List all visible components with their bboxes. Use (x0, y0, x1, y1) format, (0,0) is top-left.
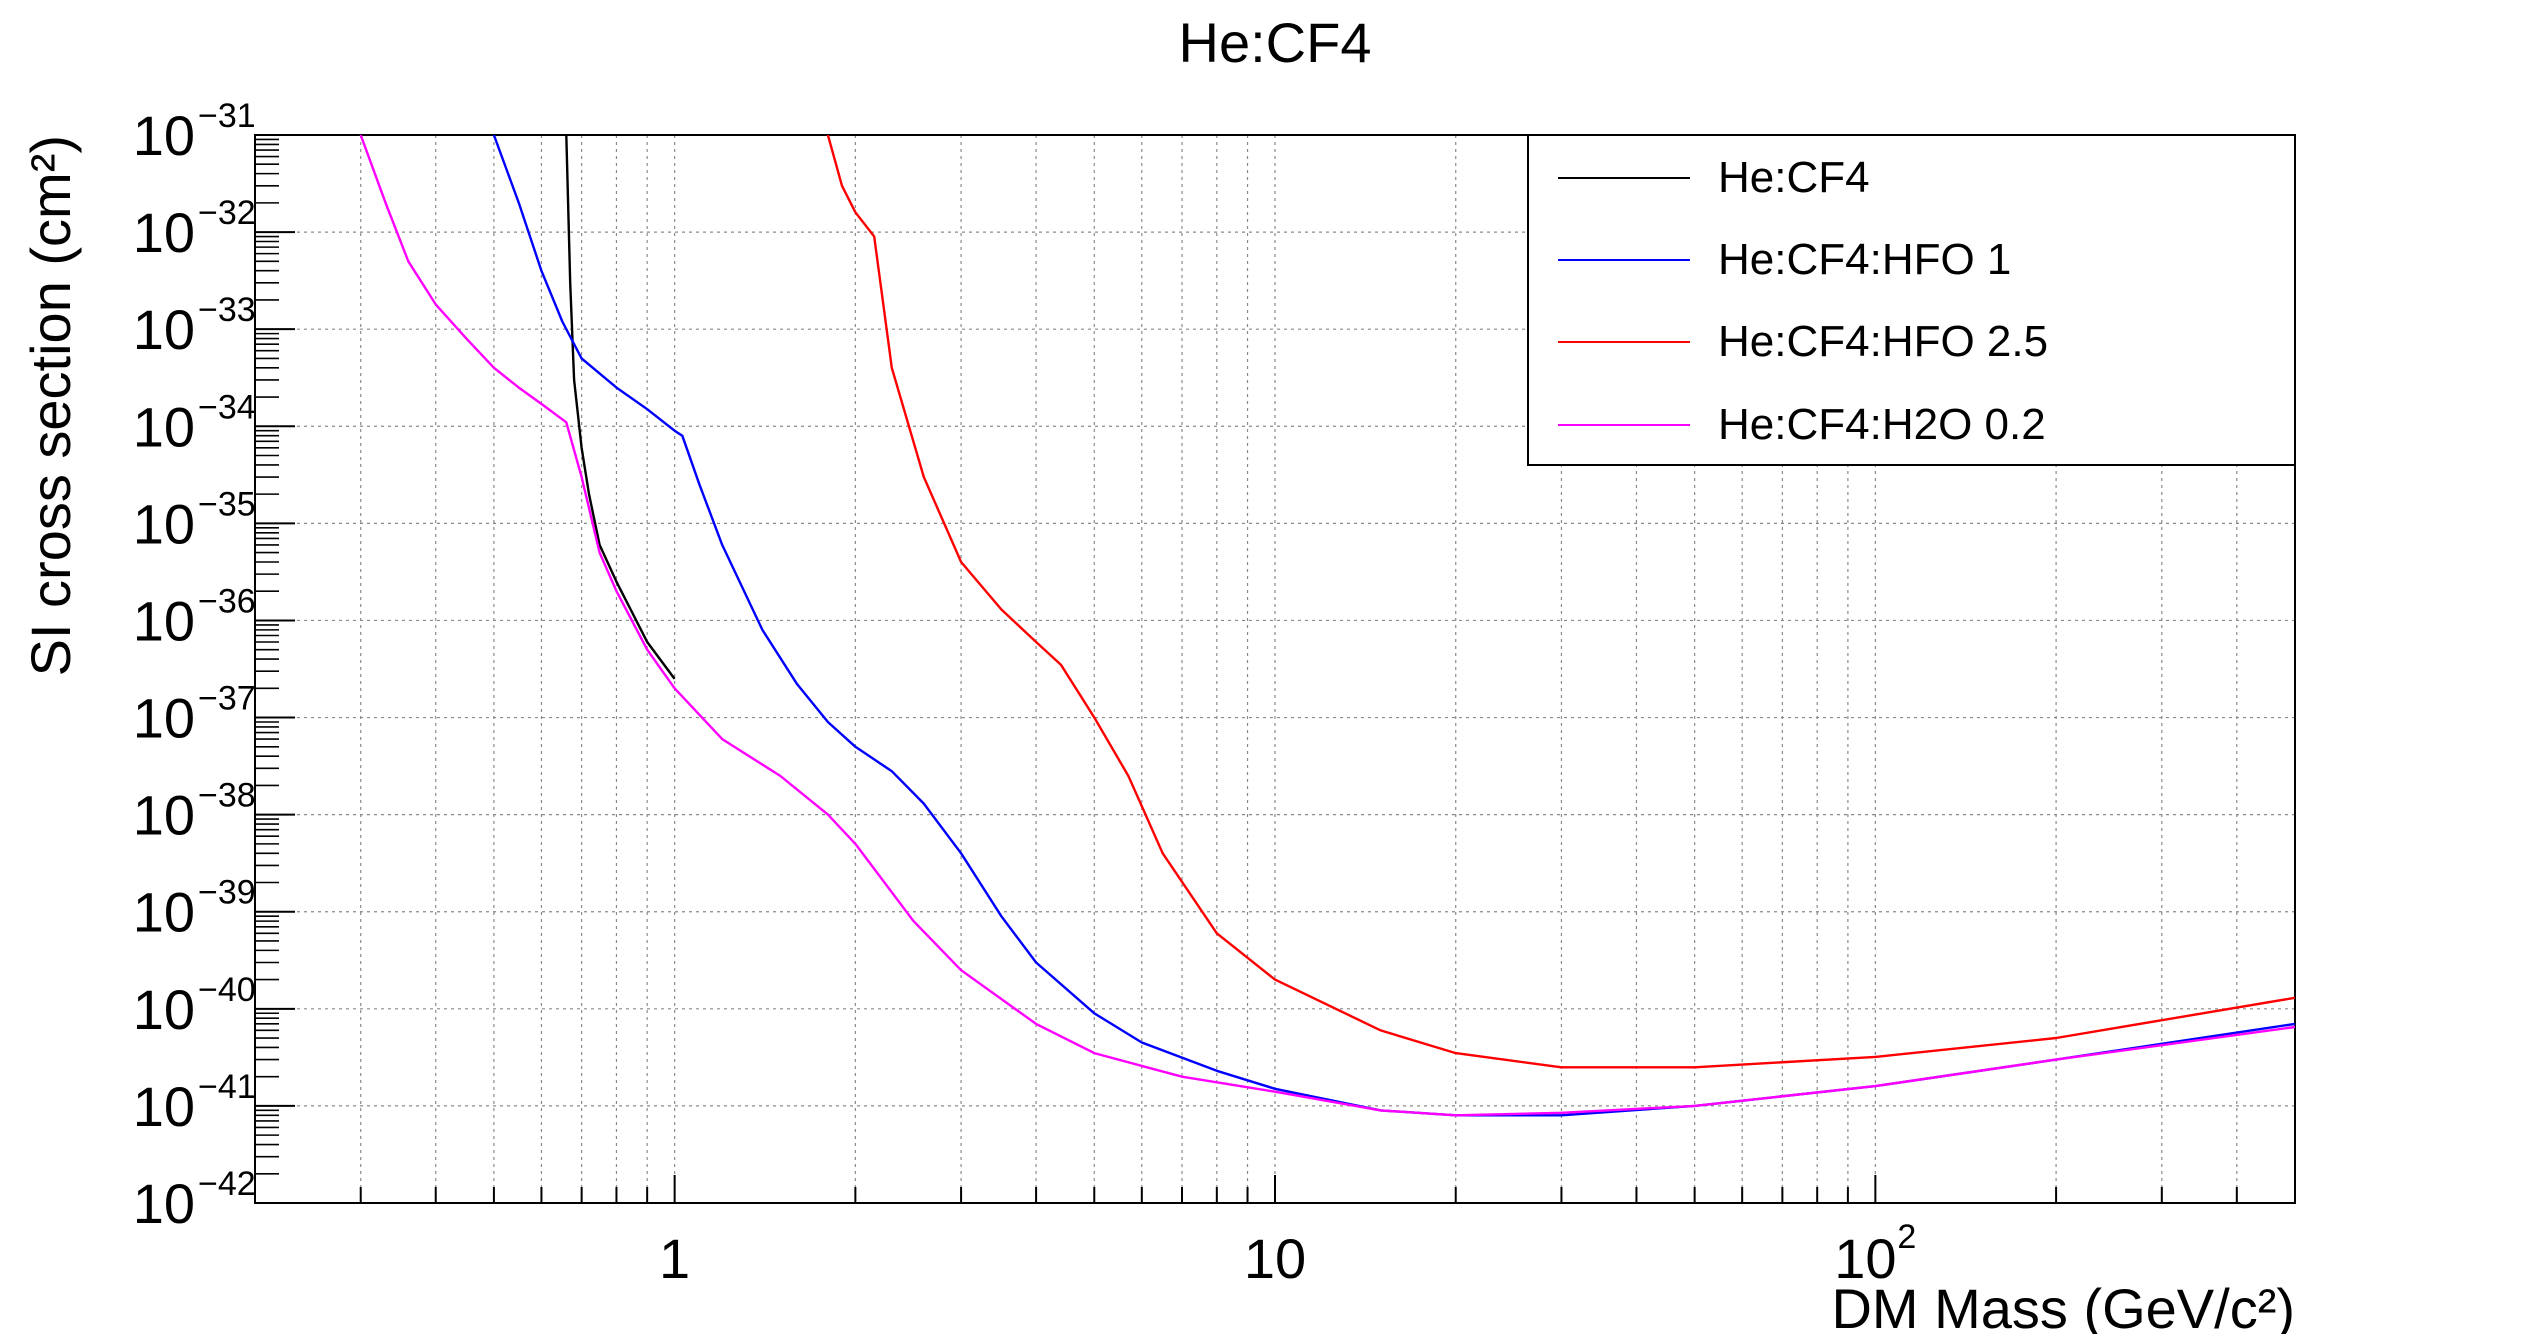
legend-label-he-cf4-hfo-1: He:CF4:HFO 1 (1718, 235, 2011, 284)
y-tick-label: 10 (133, 104, 195, 167)
chart-title: He:CF4 (1179, 11, 1372, 74)
y-tick-exponent: −39 (198, 874, 256, 912)
legend-box (1527, 134, 2296, 466)
legend-label-he-cf4: He:CF4 (1718, 153, 1870, 202)
series-line-he-cf4 (565, 135, 676, 680)
y-tick-exponent: −41 (198, 1068, 256, 1106)
y-tick-exponent: −34 (198, 388, 256, 426)
y-tick-exponent: −37 (198, 680, 256, 718)
x-axis-label: DM Mass (GeV/c²) (1831, 1277, 2295, 1334)
y-tick-label: 10 (133, 298, 195, 361)
y-tick-label: 10 (133, 1075, 195, 1138)
y-tick-label: 10 (133, 784, 195, 847)
y-tick-exponent: −35 (198, 485, 256, 523)
y-tick-exponent: −36 (198, 582, 256, 620)
x-tick-label: 1 (659, 1227, 690, 1290)
y-tick-label: 10 (133, 201, 195, 264)
y-tick-exponent: −31 (198, 97, 256, 135)
minor-ticks (254, 134, 2296, 1204)
y-tick-exponent: −40 (198, 971, 256, 1009)
y-tick-label: 10 (133, 492, 195, 555)
y-tick-label: 10 (133, 881, 195, 944)
grid-lines (254, 135, 2296, 1203)
x-tick-label: 10 (1834, 1227, 1896, 1290)
y-tick-label: 10 (133, 978, 195, 1041)
y-tick-label: 10 (133, 589, 195, 652)
y-tick-label: 10 (133, 687, 195, 750)
legend-label-he-cf4-h2o-0-2: He:CF4:H2O 0.2 (1718, 400, 2046, 449)
series-lines (359, 135, 2295, 1117)
y-tick-exponent: −33 (198, 291, 256, 329)
legend-label-he-cf4-hfo-2-5: He:CF4:HFO 2.5 (1718, 317, 2048, 366)
series-line-he-cf4-h2o-0-2 (359, 135, 2295, 1117)
tick-labels: 10−3110−3210−3310−3410−3510−3610−3710−38… (133, 97, 1917, 1290)
legend: He:CF4 He:CF4:HFO 1 He:CF4:HFO 2.5 He:CF… (1527, 134, 2296, 466)
plot-frame (254, 134, 2296, 1204)
y-tick-label: 10 (133, 395, 195, 458)
series-line-he-cf4-hfo-2-5 (826, 135, 2295, 1069)
y-tick-exponent: −38 (198, 777, 256, 815)
x-tick-label: 10 (1244, 1227, 1306, 1290)
y-axis-label: SI cross section (cm²) (19, 135, 82, 676)
y-tick-exponent: −42 (198, 1165, 256, 1203)
x-tick-exponent: 2 (1897, 1218, 1916, 1256)
y-tick-exponent: −32 (198, 194, 256, 232)
y-tick-label: 10 (133, 1172, 195, 1235)
